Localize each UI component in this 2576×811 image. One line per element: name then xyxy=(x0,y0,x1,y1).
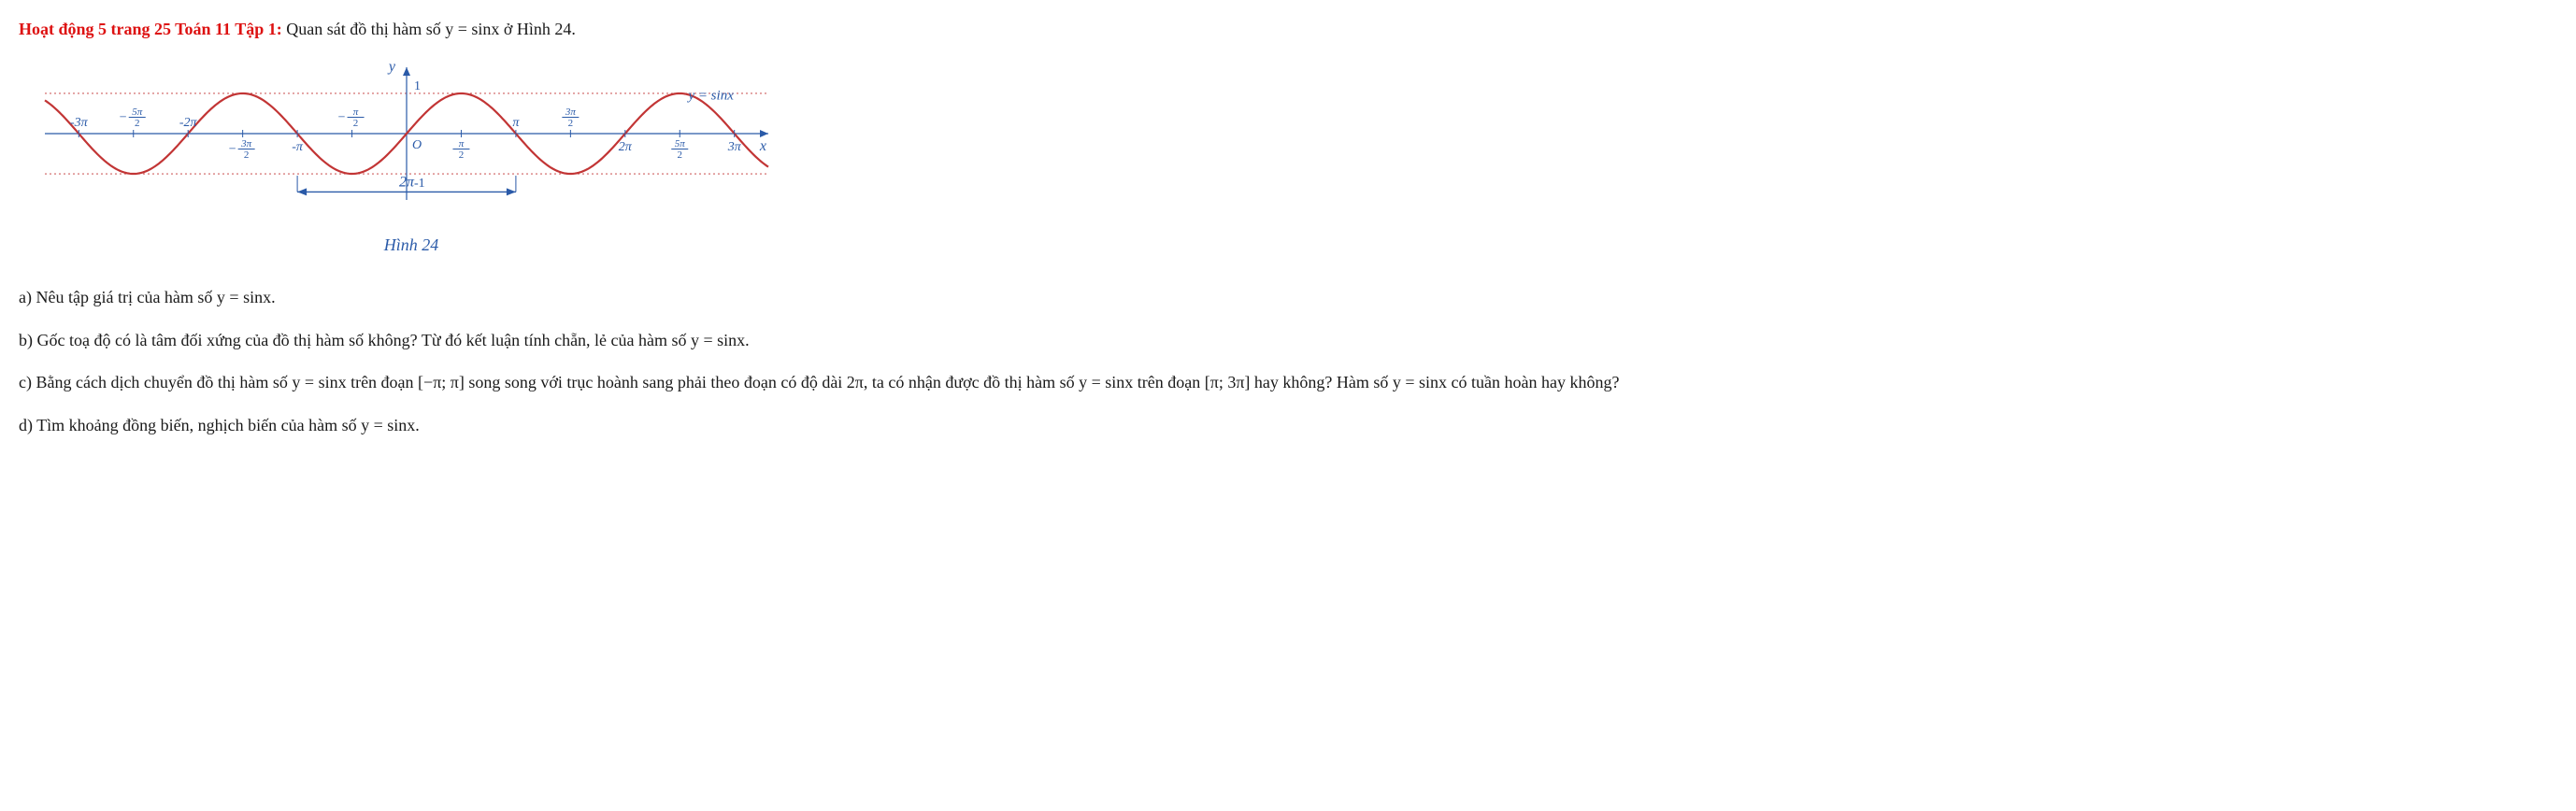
svg-text:2π: 2π xyxy=(619,140,633,154)
svg-text:y = sinx: y = sinx xyxy=(686,88,734,103)
questions-block: a) Nêu tập giá trị của hàm số y = sinx. … xyxy=(19,285,2557,440)
svg-text:2: 2 xyxy=(244,149,250,161)
svg-text:-1: -1 xyxy=(414,177,425,191)
svg-text:2: 2 xyxy=(459,149,465,161)
svg-text:-π: -π xyxy=(292,140,304,154)
svg-text:O: O xyxy=(412,138,422,152)
svg-text:π: π xyxy=(459,138,465,149)
svg-text:−: − xyxy=(229,142,236,156)
svg-text:2: 2 xyxy=(568,118,574,129)
svg-text:3π: 3π xyxy=(727,140,742,154)
svg-text:1: 1 xyxy=(414,79,421,93)
question-b: b) Gốc toạ độ có là tâm đối xứng của đồ … xyxy=(19,328,2557,354)
svg-text:x: x xyxy=(759,138,766,154)
svg-text:y: y xyxy=(387,59,396,75)
svg-text:3π: 3π xyxy=(240,138,252,149)
svg-text:π: π xyxy=(353,107,359,118)
headline-prompt: Quan sát đồ thị hàm số y = sinx ở Hình 2… xyxy=(282,20,576,38)
svg-text:-3π: -3π xyxy=(70,116,89,130)
headline: Hoạt động 5 trang 25 Toán 11 Tập 1: Quan… xyxy=(19,17,2557,43)
svg-text:2π: 2π xyxy=(399,174,415,190)
svg-text:-2π: -2π xyxy=(179,116,198,130)
figure-caption: Hình 24 xyxy=(28,233,794,259)
svg-text:5π: 5π xyxy=(675,138,686,149)
svg-text:2: 2 xyxy=(353,118,359,129)
question-c: c) Bằng cách dịch chuyển đồ thị hàm số y… xyxy=(19,370,2557,396)
svg-text:5π: 5π xyxy=(132,107,143,118)
svg-text:π: π xyxy=(512,116,520,130)
svg-text:3π: 3π xyxy=(565,107,577,118)
svg-text:−: − xyxy=(338,110,346,124)
svg-text:2: 2 xyxy=(135,118,140,129)
svg-text:−: − xyxy=(120,110,127,124)
activity-ref: Hoạt động 5 trang 25 Toán 11 Tập 1: xyxy=(19,20,282,38)
question-d: d) Tìm khoảng đồng biến, nghịch biến của… xyxy=(19,413,2557,439)
question-a: a) Nêu tập giá trị của hàm số y = sinx. xyxy=(19,285,2557,311)
figure: yxO1-1y = sinx-3π−5π2-2π−3π2-π−π2π2π3π22… xyxy=(28,54,2557,259)
svg-text:2: 2 xyxy=(678,149,683,161)
sine-graph: yxO1-1y = sinx-3π−5π2-2π−3π2-π−π2π2π3π22… xyxy=(28,54,794,222)
